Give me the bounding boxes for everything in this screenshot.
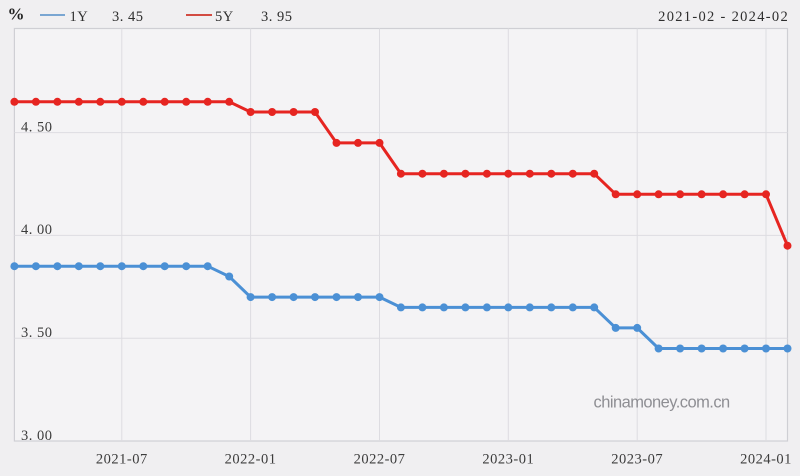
svg-text:4. 50: 4. 50 [21,119,53,135]
svg-text:2022-07: 2022-07 [354,452,406,468]
svg-text:5Y: 5Y [215,9,234,25]
svg-text:3. 95: 3. 95 [261,9,293,25]
svg-text:4. 00: 4. 00 [21,222,53,238]
svg-text:2022-01: 2022-01 [225,452,277,468]
svg-text:2021-02 - 2024-02: 2021-02 - 2024-02 [658,9,789,25]
svg-text:2024-01: 2024-01 [740,452,792,468]
svg-text:3. 50: 3. 50 [21,325,53,341]
svg-text:3. 00: 3. 00 [21,428,53,444]
svg-text:2023-01: 2023-01 [482,452,534,468]
svg-text:1Y: 1Y [70,9,89,25]
svg-text:2021-07: 2021-07 [96,452,148,468]
svg-text:3. 45: 3. 45 [112,9,144,25]
svg-text:%: % [8,4,25,23]
svg-text:2023-07: 2023-07 [611,452,663,468]
svg-text:chinamoney.com.cn: chinamoney.com.cn [594,394,731,412]
